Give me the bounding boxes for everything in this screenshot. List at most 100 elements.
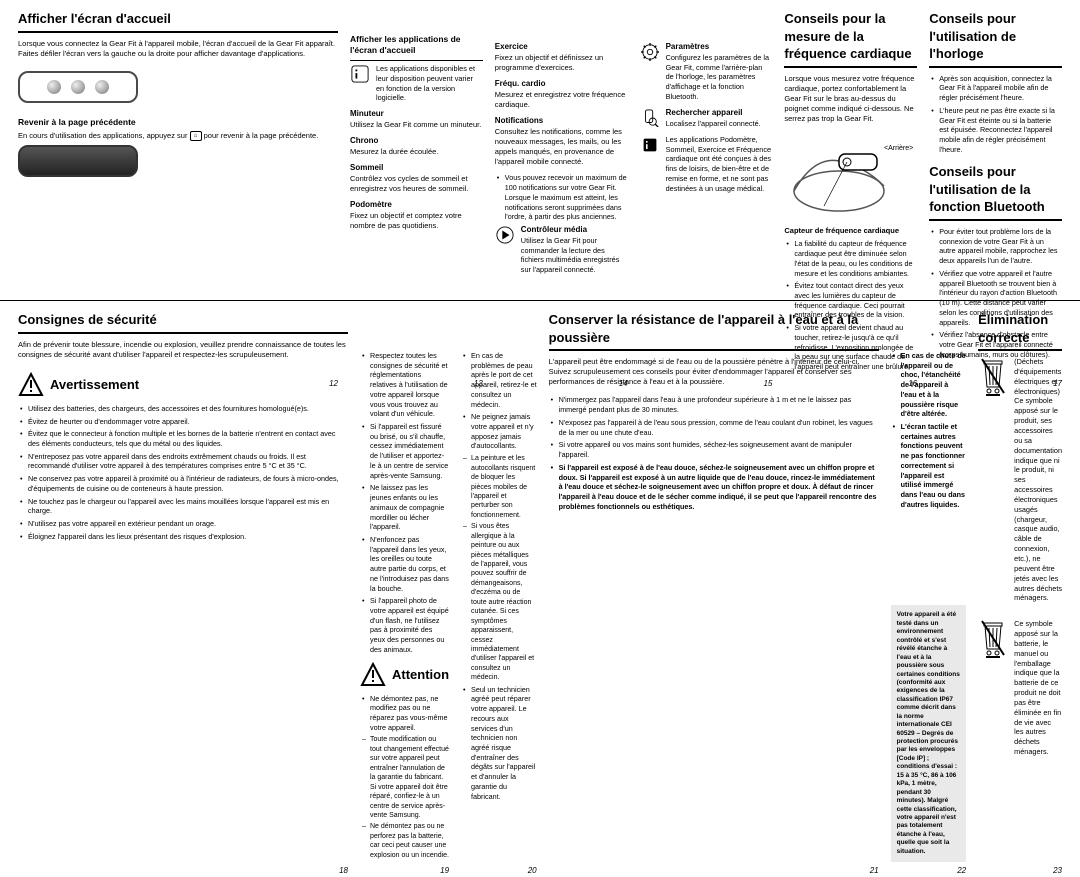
bullet: Respectez toutes les consignes de sécuri… [370, 351, 449, 419]
gear-icon [640, 42, 660, 62]
lead-water: L'appareil peut être endommagé si de l'e… [549, 357, 879, 387]
app-desc: Utilisez la Gear Fit pour commander la l… [521, 236, 628, 275]
app-title: Contrôleur média [521, 225, 628, 236]
svg-text:<Arrière>: <Arrière> [884, 145, 913, 152]
heading-water-dust: Conserver la résistance de l'appareil à … [549, 311, 879, 351]
disposal-subtitle: (Déchets d'équipements électriques et él… [1014, 357, 1062, 396]
app-desc: Mesurez et enregistrez votre fréquence c… [495, 90, 628, 110]
back-button-icon: ⌂ [190, 131, 202, 141]
lead-hr: Lorsque vous mesurez votre fréquence car… [784, 74, 917, 125]
text: pour revenir à la page précédente. [204, 131, 319, 140]
heading-disposal: Élimination correcte [978, 311, 1062, 351]
bullet: En cas de problèmes de peau après le por… [471, 351, 537, 409]
sub-return: Revenir à la page précédente [18, 117, 338, 128]
disposal-battery-text: Ce symbole apposé sur la batterie, le ma… [1014, 619, 1062, 757]
dot-icon [95, 80, 109, 94]
note-icon [640, 135, 660, 155]
note-text: Les applications Podomètre, Sommeil, Exe… [666, 135, 773, 194]
bullet: Vous pouvez recevoir un maximum de 100 n… [505, 173, 628, 222]
heading-safety: Consignes de sécurité [18, 311, 348, 334]
bullet: La fiabilité du capteur de fréquence car… [794, 239, 917, 278]
dash-item: Ne démontez pas ou ne perforez pas la ba… [370, 822, 449, 860]
bullet: Ne touchez pas le chargeur ou l'appareil… [28, 497, 348, 516]
heading-clock-tips: Conseils pour l'utilisation de l'horloge [929, 10, 1062, 68]
app-title: Exercice [495, 42, 628, 53]
bullet-bold: L'écran tactile et certaines autres fonc… [901, 422, 967, 509]
bullet: N'exposez pas l'appareil à de l'eau sous… [559, 418, 879, 437]
app-title: Sommeil [350, 163, 483, 174]
bullet: Évitez que le connecteur à fonction mult… [28, 429, 348, 448]
sub-apps-home: Afficher les applications de l'écran d'a… [350, 34, 483, 61]
page-number: 22 [891, 862, 967, 877]
app-desc: Localisez l'appareil connecté. [666, 119, 773, 129]
ip67-notice: Votre appareil a été testé dans un envir… [891, 605, 967, 862]
lead-home: Lorsque vous connectez la Gear Fit à l'a… [18, 39, 338, 59]
heading-bt-tips: Conseils pour l'utilisation de la foncti… [929, 163, 1062, 221]
heading-home-screen: Afficher l'écran d'accueil [18, 10, 338, 33]
apps-intro: Les applications disponibles et leur dis… [376, 64, 483, 103]
device-dark-illustration [18, 145, 138, 177]
app-desc: Contrôlez vos cycles de sommeil et enreg… [350, 174, 483, 194]
app-desc: Fixez un objectif et comptez votre nombr… [350, 211, 483, 231]
bullet: N'immergez pas l'appareil dans l'eau à u… [559, 395, 879, 414]
bullet: Utilisez des batteries, des chargeurs, d… [28, 404, 348, 414]
app-desc: Fixez un objectif et définissez un progr… [495, 53, 628, 73]
bullet: Après son acquisition, connectez la Gear… [939, 74, 1062, 103]
app-title: Paramètres [666, 42, 773, 53]
app-title: Podomètre [350, 200, 483, 211]
app-title: Rechercher appareil [666, 108, 773, 119]
text: En cours d'utilisation des applications,… [18, 131, 187, 140]
warning-label: Avertissement [50, 376, 139, 394]
bullet: Évitez de heurter ou d'endommager votre … [28, 417, 348, 427]
media-play-icon [495, 225, 515, 245]
bullet-bold: Si l'appareil est exposé à de l'eau douc… [559, 463, 879, 512]
app-title: Notifications [495, 116, 628, 127]
bullet: N'utilisez pas votre appareil en extérie… [28, 519, 348, 529]
search-device-icon [640, 108, 660, 128]
page-number: 20 [461, 862, 537, 877]
dash-item: Si vous êtes allergique à la peinture ou… [471, 522, 537, 682]
wrist-illustration: <Arrière> [784, 136, 914, 216]
app-desc: Configurez les paramètres de la Gear Fit… [666, 53, 773, 102]
bullet-bold: En cas de chute de l'appareil ou de choc… [901, 351, 967, 419]
bullet: N'enfoncez pas l'appareil dans les yeux,… [370, 535, 449, 593]
device-dots-illustration [18, 71, 138, 103]
disposal-text: Ce symbole apposé sur le produit, ses ac… [1014, 396, 1062, 603]
app-title: Minuteur [350, 109, 483, 120]
sensor-caption: Capteur de fréquence cardiaque [784, 226, 917, 236]
page-number: 18 [18, 862, 348, 877]
app-title: Fréqu. cardio [495, 79, 628, 90]
weee-bin-icon [978, 619, 1008, 659]
weee-bin-icon [978, 357, 1008, 397]
bullet: Ne laissez pas les jeunes enfants ou les… [370, 483, 449, 532]
bullet: Ne démontez pas, ne modifiez pas ou ne r… [370, 694, 449, 733]
heading-heart-rate: Conseils pour la mesure de la fréquence … [784, 10, 917, 68]
dot-icon [71, 80, 85, 94]
dash-item: La peinture et les autocollants risquent… [471, 454, 537, 520]
bullet: Si l'appareil est fissuré ou brisé, ou s… [370, 422, 449, 480]
bullet: Si l'appareil photo de votre appareil es… [370, 596, 449, 654]
lead-safety: Afin de prévenir toute blessure, incendi… [18, 340, 348, 360]
info-icon [350, 64, 370, 84]
attention-label: Attention [392, 666, 449, 684]
bullet: Ne peignez jamais votre appareil et n'y … [471, 412, 537, 451]
bullet: Seul un technicien agréé peut réparer vo… [471, 685, 537, 802]
bullet: Ne conservez pas votre appareil à proxim… [28, 474, 348, 493]
page-number: 23 [978, 862, 1062, 877]
dash-item: Toute modification ou tout changement ef… [370, 735, 449, 820]
app-desc: Mesurez la durée écoulée. [350, 147, 483, 157]
bullet: L'heure peut ne pas être exacte si la Ge… [939, 106, 1062, 155]
page-number: 21 [549, 862, 879, 877]
app-desc: Utilisez la Gear Fit comme un minuteur. [350, 120, 483, 130]
caution-triangle-icon [360, 662, 386, 688]
bullet: Pour éviter tout problème lors de la con… [939, 227, 1062, 266]
bullet: Éloignez l'appareil dans les lieux prése… [28, 532, 348, 542]
app-desc: Consultez les notifications, comme les n… [495, 127, 628, 168]
bullet: Si votre appareil ou vos mains sont humi… [559, 440, 879, 459]
dot-icon [47, 80, 61, 94]
app-title: Chrono [350, 136, 483, 147]
bullet: N'entreposez pas votre appareil dans des… [28, 452, 348, 471]
page-number: 19 [360, 862, 449, 877]
warning-triangle-icon [18, 372, 44, 398]
return-text: En cours d'utilisation des applications,… [18, 131, 338, 141]
